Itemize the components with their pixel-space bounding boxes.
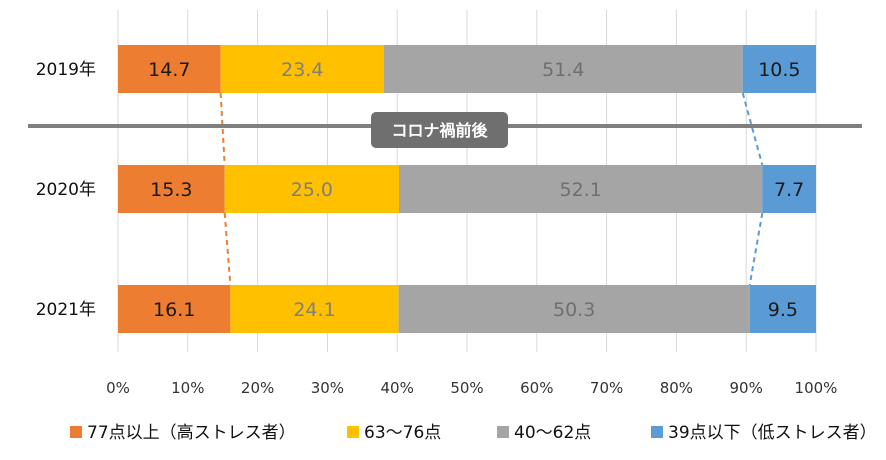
legend-label: 40～62点 (514, 423, 591, 443)
bar-data-label: 25.0 (291, 179, 333, 201)
bar-segment (118, 45, 221, 93)
legend-swatch (70, 426, 82, 438)
bar-segment (118, 285, 231, 333)
x-tick-label: 100% (795, 379, 838, 397)
bar-segment (399, 165, 763, 213)
divider-layer: コロナ禍前後 (28, 112, 862, 148)
x-tick-label: 10% (171, 379, 204, 397)
bar-data-label: 24.1 (293, 299, 335, 321)
bar-segment (230, 285, 399, 333)
legend-swatch (497, 426, 509, 438)
x-tick-label: 50% (450, 379, 483, 397)
bar-data-label: 7.7 (774, 179, 804, 201)
bar-data-label: 14.7 (148, 59, 190, 81)
legend-label: 77点以上（高ストレス者） (87, 423, 296, 443)
bar-segment (749, 285, 816, 333)
bar-segment (398, 285, 750, 333)
labels-layer: 2019年 14.7 23.4 51.4 10.5 2020年 15.3 25.0 52.1 7.… (36, 59, 805, 321)
connectors-layer (219, 92, 764, 286)
category-label: 2020年 (36, 180, 96, 200)
bar-data-label: 16.1 (153, 299, 195, 321)
x-tick-label: 80% (660, 379, 693, 397)
bar-segment (118, 165, 225, 213)
bar-data-label: 52.1 (560, 179, 602, 201)
legend-swatch (347, 426, 359, 438)
bar-data-label: 10.5 (758, 59, 800, 81)
bars-layer (118, 45, 816, 333)
bar-data-label: 9.5 (768, 299, 798, 321)
bar-segment (742, 45, 816, 93)
connector-high-stress (223, 212, 232, 286)
x-tick-label: 40% (381, 379, 414, 397)
connector-low-stress (741, 92, 764, 166)
x-tick-label: 30% (311, 379, 344, 397)
covid-annotation-box (371, 112, 508, 148)
legend-swatch (651, 426, 663, 438)
category-label: 2019年 (36, 60, 96, 80)
bar-data-label: 23.4 (281, 59, 323, 81)
bar-data-label: 50.3 (553, 299, 595, 321)
bar-data-label: 15.3 (150, 179, 192, 201)
bar-segment (383, 45, 743, 93)
legend-label: 63～76点 (364, 423, 441, 443)
legend-label: 39点以下（低ストレス者） (668, 423, 877, 443)
bar-segment (220, 45, 384, 93)
legend: 77点以上（高ストレス者） 63～76点 40～62点 39点以下（低ストレス者） (70, 423, 877, 443)
connector-low-stress (748, 212, 764, 286)
x-tick-label: 60% (520, 379, 553, 397)
bar-segment (762, 165, 816, 213)
x-tick-label: 0% (106, 379, 130, 397)
category-label: 2021年 (36, 300, 96, 320)
bar-segment (224, 165, 400, 213)
connector-high-stress (219, 92, 226, 166)
covid-annotation-text: コロナ禍前後 (391, 121, 488, 140)
x-tick-label: 70% (590, 379, 623, 397)
ticks-layer: 0% 10% 20% 30% 40% 50% 60% 70% 80% 90% 100% (106, 379, 837, 397)
x-tick-label: 20% (241, 379, 274, 397)
x-tick-label: 90% (730, 379, 763, 397)
bar-data-label: 51.4 (542, 59, 584, 81)
